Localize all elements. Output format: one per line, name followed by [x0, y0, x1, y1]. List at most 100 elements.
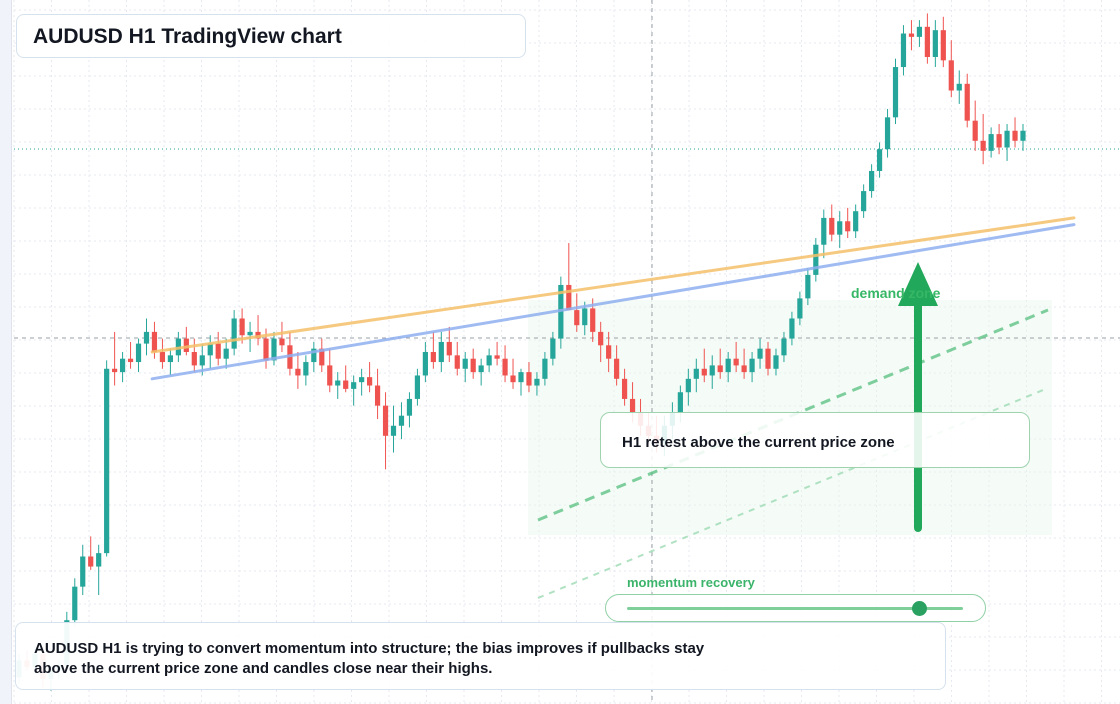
candle-body — [231, 318, 237, 349]
candle-body — [940, 30, 946, 61]
candle-body — [263, 338, 269, 361]
candle-body — [143, 331, 150, 344]
candle-body — [908, 33, 915, 37]
candle-body — [183, 338, 189, 352]
candle-body — [972, 120, 978, 141]
candle-body — [446, 341, 452, 356]
candle-body — [462, 358, 468, 369]
candle-body — [295, 368, 301, 376]
candle-body — [685, 378, 691, 393]
candle-body — [869, 170, 875, 192]
candle-body — [725, 358, 731, 373]
candle-body — [191, 352, 197, 366]
candle-body — [327, 365, 333, 386]
candle-body — [119, 358, 126, 373]
trend-line-blue — [150, 223, 1076, 381]
candle-body — [837, 221, 843, 235]
candle-body — [900, 33, 907, 68]
candle-body — [916, 26, 923, 37]
candle-body — [701, 368, 707, 376]
candle-body — [996, 134, 1002, 148]
candle-body — [319, 348, 325, 366]
candle-body — [414, 375, 421, 399]
candle-body — [470, 358, 476, 373]
candle-body — [518, 372, 524, 383]
candle-body — [167, 355, 173, 363]
candle-body — [853, 211, 859, 232]
candle-body — [72, 586, 78, 621]
candle-body — [884, 117, 891, 150]
candle-body — [821, 217, 827, 245]
candle-body — [215, 343, 221, 359]
candle-body — [1004, 130, 1010, 148]
candle-body — [797, 298, 803, 319]
momentum-label: momentum recovery — [627, 575, 755, 590]
candle-body — [80, 556, 86, 587]
candle-body — [199, 355, 205, 366]
candle-body — [422, 352, 428, 376]
candle-body — [390, 425, 397, 436]
summary-text: AUDUSD H1 is trying to convert momentum … — [34, 640, 705, 677]
candle-body — [239, 318, 245, 336]
candle-body — [789, 318, 795, 339]
candle-body — [112, 368, 118, 373]
candle-body — [876, 149, 883, 171]
candle-body — [223, 348, 229, 359]
retest-callout-text: H1 retest above the current price zone — [622, 434, 895, 451]
chart-title-panel: AUDUSD H1 TradingView chart — [16, 14, 526, 58]
candle-body — [629, 398, 636, 413]
candle-body — [757, 348, 763, 359]
bullish-arrow-head — [898, 262, 938, 306]
trend-line-orange — [150, 216, 1076, 354]
candle-body — [765, 348, 771, 369]
candle-body — [430, 352, 436, 363]
candle-body — [159, 352, 166, 363]
candle-body — [335, 380, 341, 386]
momentum-slider-knob[interactable] — [911, 601, 927, 616]
candle-body — [948, 60, 954, 91]
candle-body — [303, 362, 309, 376]
candle-body — [805, 274, 811, 299]
candle-body — [582, 308, 588, 326]
candle-body — [813, 244, 819, 275]
candle-body — [980, 140, 986, 151]
summary-panel: AUDUSD H1 is trying to convert momentum … — [15, 622, 946, 690]
candle-body — [351, 382, 357, 389]
candle-body — [1012, 130, 1018, 141]
candle-body — [677, 392, 683, 413]
candle-body — [526, 372, 532, 386]
candle-body — [96, 553, 102, 567]
candle-body — [502, 358, 508, 376]
candle-body — [829, 217, 835, 235]
candle-body — [932, 30, 938, 57]
candle-body — [135, 343, 142, 363]
candle-body — [367, 377, 373, 386]
candle-body — [534, 378, 540, 386]
candle-body — [621, 378, 628, 399]
candle-body — [590, 308, 596, 332]
candle-body — [773, 355, 779, 369]
candle-body — [709, 365, 715, 376]
candle-body — [606, 345, 612, 359]
candle-body — [956, 83, 962, 91]
candle-body — [988, 134, 994, 151]
candle-body — [693, 368, 699, 379]
candle-body — [964, 83, 970, 121]
candle-body — [1020, 130, 1026, 141]
candle-body — [359, 377, 365, 383]
candle-body — [454, 355, 460, 369]
candle-body — [207, 343, 213, 356]
candle-body — [127, 358, 134, 363]
candle-body — [550, 338, 556, 359]
candle-body — [598, 331, 604, 346]
demand-zone-label: demand zone — [851, 285, 941, 301]
momentum-slider[interactable] — [605, 594, 986, 622]
candle-body — [271, 338, 277, 361]
candle-body — [406, 398, 413, 416]
candle-body — [343, 380, 349, 389]
candle-body — [104, 368, 110, 554]
candle-body — [478, 365, 484, 373]
candle-body — [486, 355, 492, 366]
left-toolbar-edge — [0, 0, 12, 704]
candle-body — [614, 358, 620, 379]
